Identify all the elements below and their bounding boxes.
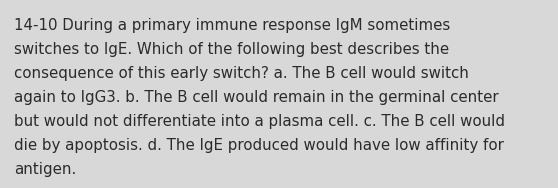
Text: but would not differentiate into a plasma cell. c. The B cell would: but would not differentiate into a plasm…	[14, 114, 505, 129]
Text: consequence of this early switch? a. The B cell would switch: consequence of this early switch? a. The…	[14, 66, 469, 81]
Text: die by apoptosis. d. The IgE produced would have low affinity for: die by apoptosis. d. The IgE produced wo…	[14, 138, 504, 153]
Text: again to IgG3. b. The B cell would remain in the germinal center: again to IgG3. b. The B cell would remai…	[14, 90, 499, 105]
Text: antigen.: antigen.	[14, 162, 76, 177]
Text: switches to IgE. Which of the following best describes the: switches to IgE. Which of the following …	[14, 42, 449, 57]
Text: 14-10 During a primary immune response IgM sometimes: 14-10 During a primary immune response I…	[14, 18, 450, 33]
